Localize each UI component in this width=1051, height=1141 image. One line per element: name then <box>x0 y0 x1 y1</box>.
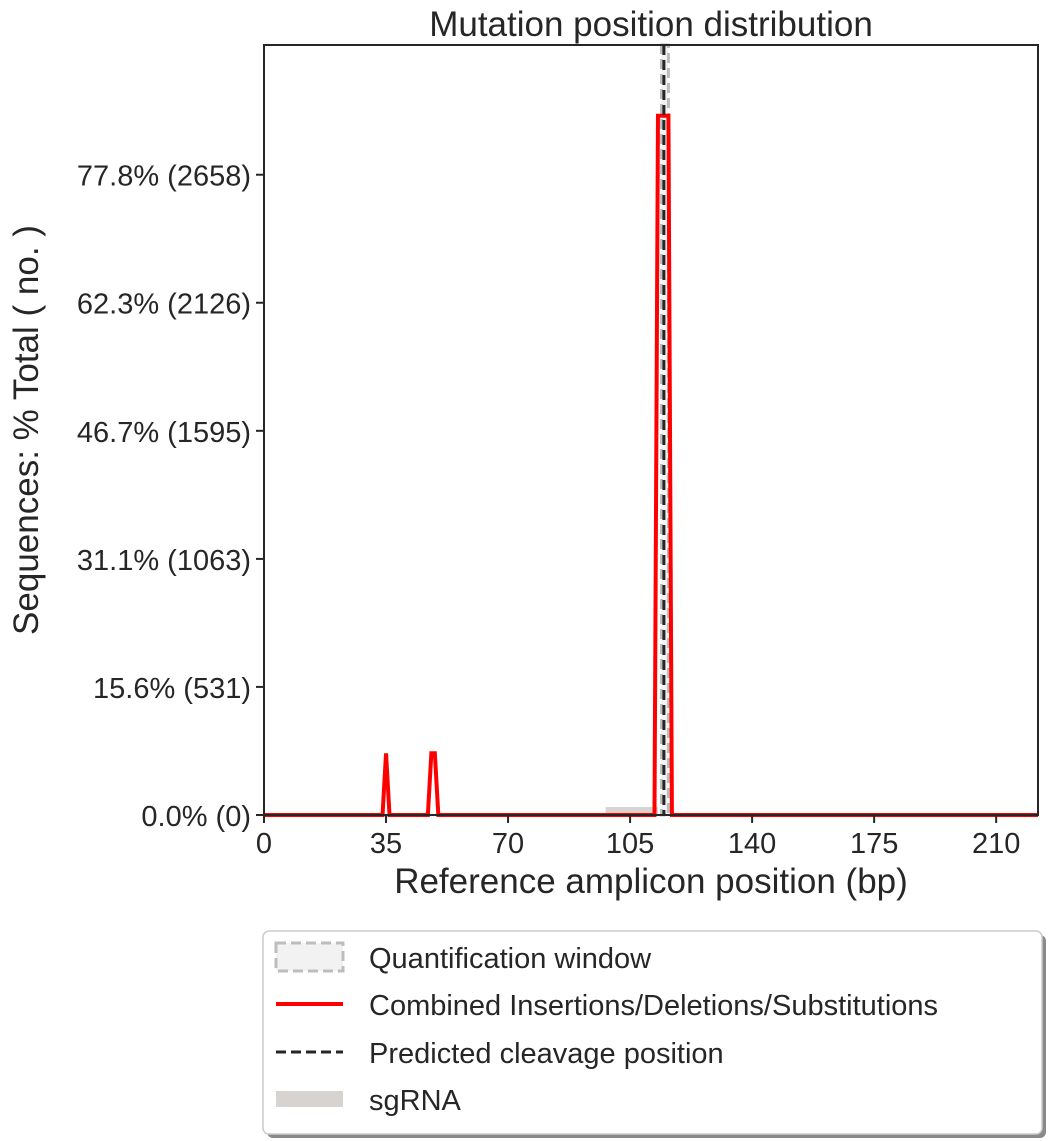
legend-box <box>262 930 1043 1135</box>
sgrna-bar <box>605 807 658 815</box>
x-tick-label: 175 <box>850 828 898 860</box>
y-tick-label: 77.8% (2658) <box>77 161 251 193</box>
x-tick-label: 70 <box>492 828 524 860</box>
y-tick-label: 46.7% (1595) <box>77 417 251 449</box>
combined-mutation-line <box>264 113 1038 817</box>
legend-label: sgRNA <box>369 1085 462 1117</box>
chart-title: Mutation position distribution <box>429 5 873 44</box>
x-tick-label: 0 <box>256 828 272 860</box>
legend-label: Combined Insertions/Deletions/Substituti… <box>369 990 938 1022</box>
y-tick-label: 31.1% (1063) <box>77 545 251 577</box>
y-axis-label: Sequences: % Total ( no. ) <box>7 225 46 635</box>
y-tick-label: 62.3% (2126) <box>77 289 251 321</box>
x-axis: 0 35 70 105 140 175 210 <box>256 815 1020 860</box>
x-tick-label: 140 <box>728 828 776 860</box>
y-axis: 0.0% (0) 15.6% (531) 31.1% (1063) 46.7% (15… <box>77 161 264 833</box>
x-axis-label: Reference amplicon position (bp) <box>394 862 908 901</box>
legend-sgrna-swatch <box>276 1091 343 1107</box>
legend: Quantification window Combined Insertions… <box>262 930 1046 1138</box>
plot-area <box>263 43 1039 817</box>
x-tick-label: 35 <box>370 828 402 860</box>
y-tick-label: 15.6% (531) <box>93 673 251 705</box>
plot-frame <box>263 44 1039 816</box>
x-tick-label: 105 <box>606 828 654 860</box>
legend-label: Quantification window <box>369 943 652 975</box>
y-tick-label: 0.0% (0) <box>141 801 251 833</box>
legend-label: Predicted cleavage position <box>369 1038 724 1070</box>
legend-quantification-swatch <box>274 941 345 973</box>
x-tick-label: 210 <box>972 828 1020 860</box>
